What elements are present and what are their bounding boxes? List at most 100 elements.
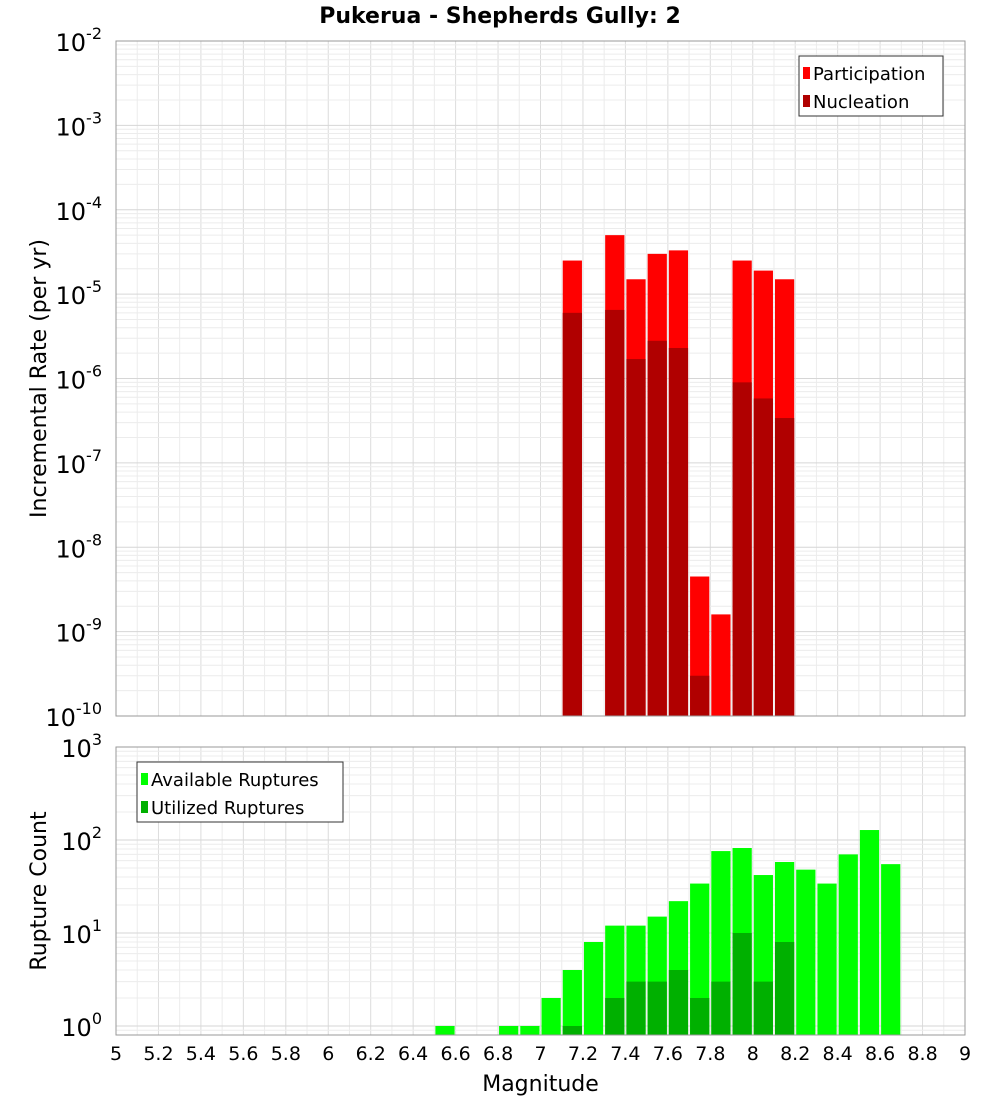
chart-title: Pukerua - Shepherds Gully: 2 [319, 4, 681, 29]
y-tick-label: 10-7 [56, 446, 103, 479]
y-tick-label: 10-5 [56, 277, 103, 310]
y-tick-exponent: -5 [86, 277, 102, 296]
x-tick-label: 6.4 [398, 1043, 428, 1065]
x-tick-label: 8.4 [823, 1043, 853, 1065]
x-tick-label: 6.8 [483, 1043, 513, 1065]
bar [647, 981, 667, 1035]
bar [562, 969, 582, 1035]
legend-box [136, 761, 344, 823]
legend-label: Nucleation [813, 92, 909, 113]
legend-swatch [803, 67, 810, 79]
y-tick-exponent: -8 [86, 530, 102, 549]
y-tick-label: 100 [61, 1009, 102, 1042]
y-tick-label: 10-3 [56, 108, 103, 141]
gridlines [115, 40, 966, 717]
legend-swatch [803, 95, 810, 107]
bar [690, 883, 710, 1035]
y-tick-base: 10 [56, 535, 87, 563]
bar [774, 942, 795, 1035]
y-tick-base: 10 [61, 735, 92, 763]
bar [838, 854, 858, 1035]
bar [796, 869, 816, 1035]
x-axis: 5 5.2 5.4 5.6 5.8 6 6.2 6.4 6.6 6.8 7 7.2 7.4 7.6 7.8 8… [110, 1043, 971, 1097]
y-tick-label: 10-10 [45, 699, 102, 732]
y-tick-base: 10 [56, 367, 87, 395]
x-tick-label: 8.8 [907, 1043, 937, 1065]
y-axis-label: Incremental Rate (per yr) [27, 239, 52, 518]
bar [605, 309, 625, 716]
y-tick-base: 10 [61, 921, 92, 949]
x-tick-label: 7 [534, 1043, 546, 1065]
legend-label: Available Ruptures [151, 770, 319, 791]
y-tick-base: 10 [56, 451, 87, 479]
y-tick-exponent: -6 [86, 362, 102, 381]
x-tick-label: 6 [322, 1043, 334, 1065]
x-tick-label: 5.2 [143, 1043, 173, 1065]
bar [435, 1025, 455, 1035]
legend: Available Ruptures Utilized Ruptures [136, 761, 344, 823]
bar [605, 997, 625, 1035]
x-tick-label: 8.2 [780, 1043, 810, 1065]
y-tick-base: 10 [61, 828, 92, 856]
y-axis-label: Rupture Count [27, 811, 52, 971]
y-tick-label: 102 [61, 823, 102, 856]
bar [859, 830, 880, 1035]
bar [711, 614, 731, 716]
y-tick-base: 10 [56, 29, 87, 57]
legend: Participation Nucleation [798, 55, 944, 117]
legend-swatch [141, 801, 148, 813]
bar [668, 969, 689, 1035]
y-tick-exponent: -3 [86, 108, 102, 127]
y-tick-label: 10-2 [56, 24, 103, 57]
legend-box [798, 55, 944, 117]
bar [753, 398, 773, 716]
bar [520, 1025, 540, 1035]
y-tick-base: 10 [61, 1014, 92, 1042]
y-tick-label: 101 [61, 916, 102, 949]
x-tick-label: 8.6 [865, 1043, 895, 1065]
x-tick-label: 6.6 [440, 1043, 470, 1065]
x-tick-label: 9 [959, 1043, 971, 1065]
bar [732, 382, 752, 716]
y-tick-exponent: -4 [86, 193, 102, 212]
bar [817, 883, 837, 1035]
bar [732, 932, 752, 1035]
y-tick-base: 10 [45, 704, 76, 732]
y-tick-label: 103 [61, 730, 102, 763]
bar [562, 1025, 582, 1035]
y-tick-exponent: 0 [92, 1009, 102, 1028]
plot-frame [115, 746, 966, 1036]
legend-swatch [141, 773, 148, 785]
bar [499, 1025, 519, 1035]
y-tick-exponent: -2 [86, 24, 102, 43]
x-tick-label: 7.2 [568, 1043, 598, 1065]
y-tick-exponent: 2 [92, 823, 102, 842]
x-tick-label: 5.4 [186, 1043, 216, 1065]
legend-label: Utilized Ruptures [151, 798, 304, 819]
x-axis-label: Magnitude [482, 1072, 599, 1097]
top-panel: 10-1010-910-810-710-610-510-410-310-2Inc… [27, 24, 966, 732]
plot-frame [115, 40, 966, 717]
bar [881, 864, 901, 1035]
y-tick-base: 10 [56, 282, 87, 310]
x-tick-label: 6.2 [356, 1043, 386, 1065]
bar [583, 942, 604, 1035]
y-tick-base: 10 [56, 113, 87, 141]
y-tick-base: 10 [56, 620, 87, 648]
bar [562, 312, 582, 716]
y-tick-exponent: 1 [92, 916, 102, 935]
y-tick-exponent: -10 [76, 699, 102, 718]
x-tick-label: 8 [747, 1043, 759, 1065]
bar [647, 340, 667, 716]
bar [626, 359, 646, 716]
x-tick-label: 7.6 [653, 1043, 683, 1065]
legend-label: Participation [813, 64, 925, 85]
bar [626, 981, 646, 1035]
y-tick-exponent: 3 [92, 730, 102, 749]
bar [753, 981, 773, 1035]
y-tick-base: 10 [56, 198, 87, 226]
